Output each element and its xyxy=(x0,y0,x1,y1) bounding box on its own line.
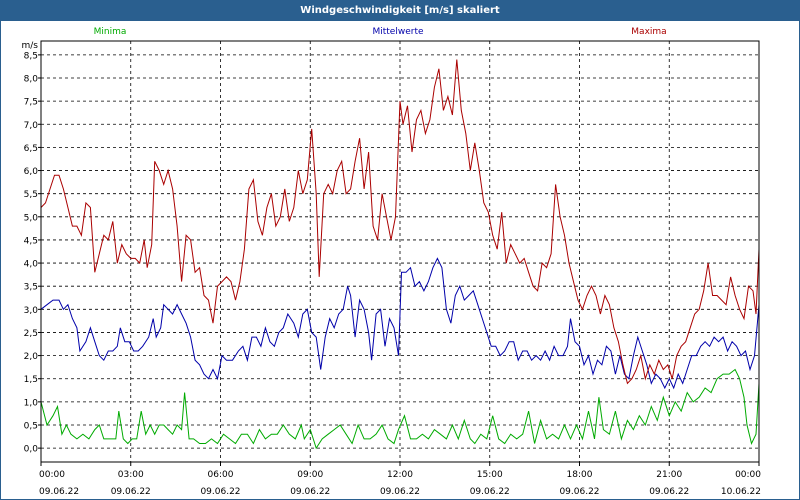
grid xyxy=(41,41,759,462)
x-tick-date-label: 10.06.22 xyxy=(721,487,761,497)
y-tick-label: 7,5 xyxy=(24,98,38,108)
x-tick-date-label: 09.06.22 xyxy=(559,487,599,497)
plot-frame xyxy=(40,40,760,463)
series-line-minima xyxy=(40,368,760,450)
x-tick-time-label: 03:00 xyxy=(118,470,144,480)
x-tick-date-label: 09.06.22 xyxy=(649,487,689,497)
x-tick-time-label: 06:00 xyxy=(208,470,234,480)
y-tick-label: 0,5 xyxy=(24,421,38,431)
y-tick-label: 3,5 xyxy=(24,283,38,293)
x-tick-time-label: 09:00 xyxy=(297,470,323,480)
legend-label-minima: Minima xyxy=(94,27,127,37)
x-tick-time-label: 21:00 xyxy=(656,470,682,480)
legend-label-mittelwerte: Mittelwerte xyxy=(372,27,423,37)
y-tick-label: 8,5 xyxy=(24,51,38,61)
y-axis-unit-label: m/s xyxy=(22,41,39,51)
x-tick-date-label: 09.06.22 xyxy=(39,487,79,497)
x-tick-date-label: 09.06.22 xyxy=(380,487,420,497)
x-tick-date-label: 09.06.22 xyxy=(290,487,330,497)
legend: Minima Mittelwerte Maxima xyxy=(94,27,667,37)
series-layer xyxy=(40,59,760,450)
x-tick-time-label: 00:00 xyxy=(39,470,65,480)
x-tick-time-label: 12:00 xyxy=(387,470,413,480)
x-tick-time-label: 00:00 xyxy=(735,470,761,480)
x-tick-time-label: 18:00 xyxy=(567,470,593,480)
y-tick-label: 4,5 xyxy=(24,236,38,246)
y-tick-label: 6,0 xyxy=(24,167,39,177)
y-tick-label: 2,5 xyxy=(24,329,38,339)
series-line-maxima xyxy=(40,59,760,385)
y-tick-label: 1,0 xyxy=(24,398,39,408)
x-tick-date-label: 09.06.22 xyxy=(470,487,510,497)
y-tick-label: 4,0 xyxy=(24,260,39,270)
y-tick-label: 8,0 xyxy=(24,75,39,85)
y-tick-label: 5,5 xyxy=(24,190,38,200)
y-tick-label: 0,0 xyxy=(24,445,39,455)
x-tick-time-label: 15:00 xyxy=(477,470,503,480)
x-tick-date-label: 09.06.22 xyxy=(200,487,240,497)
y-tick-label: 2,0 xyxy=(24,352,39,362)
y-tick-label: 5,0 xyxy=(24,213,39,223)
y-tick-label: 6,5 xyxy=(24,144,38,154)
x-tick-date-label: 09.06.22 xyxy=(111,487,151,497)
legend-label-maxima: Maxima xyxy=(631,27,666,37)
y-tick-label: 3,0 xyxy=(24,306,39,316)
window-title: Windgeschwindigkeit [m/s] skaliert xyxy=(1,1,799,21)
axes: 0,0 0,5 1,0 1,5 2,0 2,5 3,0 3,5 4,0 4,5 5,0 5,5 6,0 6… xyxy=(22,40,761,497)
y-tick-label: 7,0 xyxy=(24,121,39,131)
series-line-mittelwerte xyxy=(40,257,760,390)
y-tick-label: 1,5 xyxy=(24,375,38,385)
